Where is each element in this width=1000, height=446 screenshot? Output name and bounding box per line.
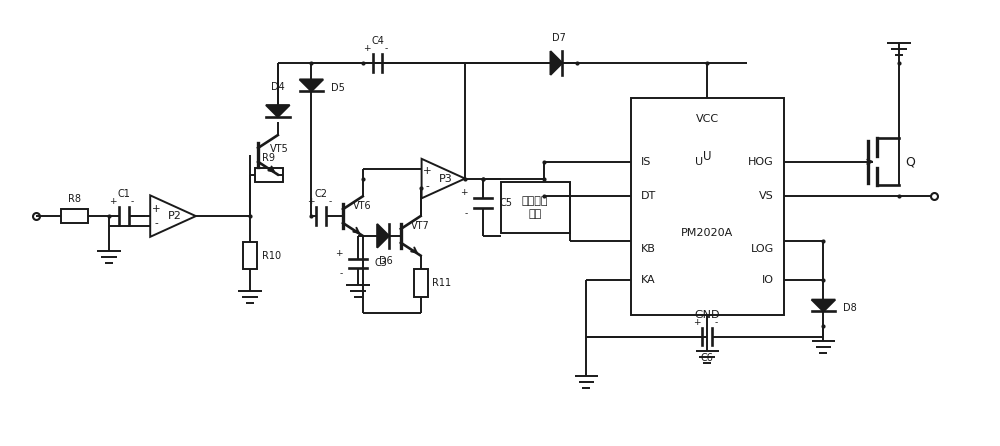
Text: +: +	[423, 166, 432, 177]
Text: -: -	[426, 181, 429, 191]
Text: -: -	[340, 269, 343, 278]
Text: C6: C6	[701, 353, 714, 363]
Polygon shape	[266, 105, 290, 117]
Polygon shape	[422, 159, 465, 198]
Text: VT6: VT6	[353, 201, 371, 211]
Text: D7: D7	[552, 33, 566, 43]
Text: IS: IS	[641, 157, 651, 167]
Polygon shape	[150, 195, 196, 237]
Text: +: +	[461, 188, 468, 197]
Polygon shape	[377, 224, 389, 248]
Text: R11: R11	[432, 278, 452, 288]
Text: C2: C2	[315, 189, 328, 199]
Polygon shape	[550, 51, 562, 75]
Text: +: +	[307, 197, 314, 206]
Text: VT5: VT5	[270, 144, 289, 154]
Bar	[414, 269, 428, 297]
Text: Q: Q	[905, 155, 915, 168]
Bar	[243, 242, 257, 269]
Text: D5: D5	[331, 83, 345, 93]
Text: +: +	[335, 248, 343, 257]
Text: VS: VS	[759, 191, 774, 201]
Text: KB: KB	[641, 244, 656, 254]
Text: P2: P2	[168, 211, 182, 221]
Text: P3: P3	[438, 173, 452, 184]
Text: VCC: VCC	[696, 114, 719, 124]
Text: IO: IO	[762, 275, 774, 285]
Text: U: U	[703, 150, 712, 163]
Text: +: +	[109, 197, 117, 206]
Polygon shape	[812, 300, 835, 311]
Text: KA: KA	[641, 275, 655, 285]
Text: R10: R10	[262, 251, 281, 260]
Bar	[501, 182, 570, 233]
Text: C3: C3	[375, 259, 387, 268]
Text: +: +	[363, 44, 370, 53]
Text: HOG: HOG	[748, 157, 774, 167]
Text: R9: R9	[262, 153, 275, 163]
Text: LOG: LOG	[751, 244, 774, 254]
Bar	[61, 209, 88, 223]
Text: D8: D8	[843, 303, 857, 313]
Bar	[255, 168, 283, 182]
Text: GND: GND	[695, 310, 720, 320]
Text: +: +	[152, 204, 161, 214]
Text: DT: DT	[641, 191, 656, 201]
Text: C4: C4	[371, 36, 384, 46]
Text: PM2020A: PM2020A	[681, 228, 734, 238]
Text: R8: R8	[68, 194, 81, 204]
Polygon shape	[300, 79, 323, 91]
Text: D4: D4	[271, 82, 285, 92]
Text: -: -	[155, 219, 158, 228]
Text: D6: D6	[379, 256, 392, 265]
Text: -: -	[715, 318, 718, 326]
Text: -: -	[131, 197, 134, 206]
Text: VT7: VT7	[411, 221, 429, 231]
Text: U: U	[695, 157, 704, 167]
Text: -: -	[385, 44, 388, 53]
Text: C5: C5	[500, 198, 513, 208]
Text: -: -	[329, 197, 332, 206]
Text: -: -	[465, 209, 468, 218]
Text: 增益反馈
电路: 增益反馈 电路	[522, 196, 548, 219]
Text: +: +	[693, 318, 700, 326]
Text: C1: C1	[117, 189, 130, 199]
Bar	[631, 98, 784, 315]
